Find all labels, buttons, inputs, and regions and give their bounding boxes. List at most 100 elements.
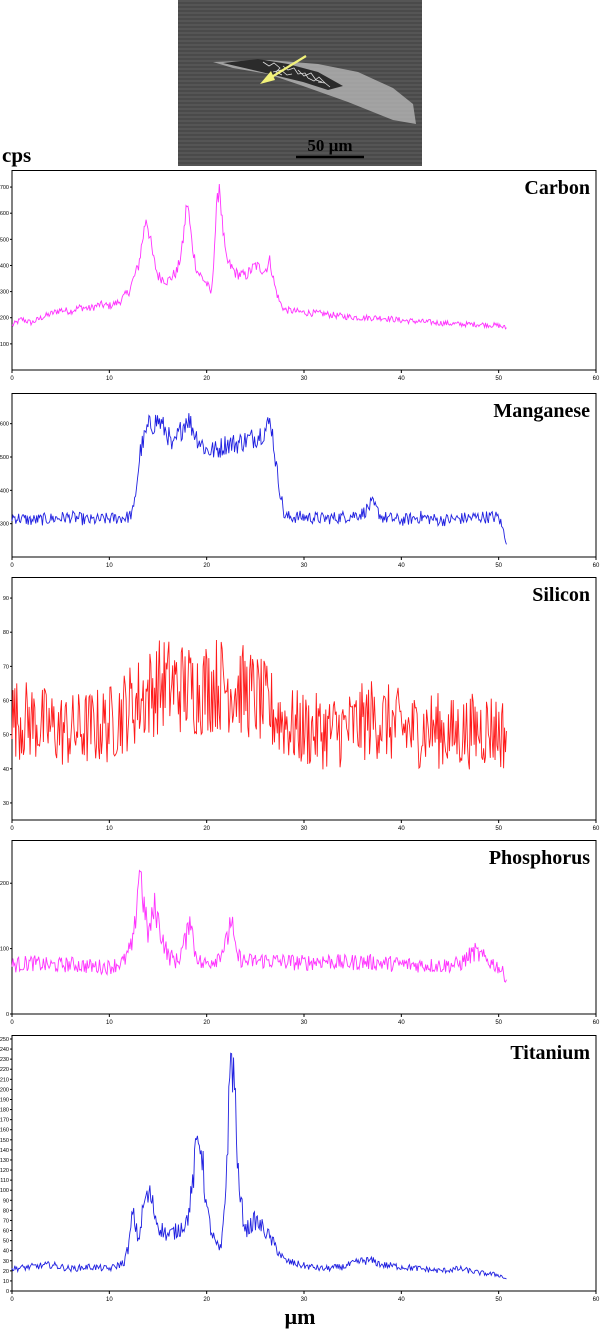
silicon-y-tick-label: 60 (3, 699, 9, 705)
phosphorus-x-tick-label: 40 (398, 1020, 405, 1026)
titanium-y-tick-label: 180 (0, 1108, 9, 1114)
silicon-x-tick-label: 10 (106, 826, 113, 832)
titanium-y-tick-label: 210 (0, 1077, 9, 1083)
silicon-x-tick-label: 30 (301, 826, 308, 832)
carbon-x-tick-label: 0 (10, 376, 14, 382)
carbon-x-tick-label: 50 (495, 376, 502, 382)
silicon-y-tick-label: 40 (3, 767, 9, 773)
titanium-y-tick-label: 50 (3, 1239, 9, 1245)
chart-carbon: 0 10 20 30 40 50 60 100 200 300 400 500 600 700 Carbon (0, 170, 600, 382)
phosphorus-y-tick-label: 100 (0, 947, 9, 953)
phosphorus-series-name: Phosphorus (489, 847, 590, 869)
scale-label: 50 µm (307, 136, 352, 155)
titanium-y-tick-label: 0 (6, 1289, 9, 1295)
chart-silicon: 0 10 20 30 40 50 60 30 40 50 60 70 80 90 Silicon (3, 577, 600, 832)
titanium-y-tick-label: 70 (3, 1218, 9, 1224)
carbon-x-tick-label: 20 (203, 376, 210, 382)
manganese-x-tick-label: 0 (10, 563, 14, 569)
manganese-y-tick-label: 600 (0, 422, 9, 428)
titanium-y-tick-label: 20 (3, 1269, 9, 1275)
carbon-y-tick-label: 200 (0, 316, 9, 322)
phosphorus-x-tick-label: 10 (106, 1020, 113, 1026)
carbon-x-tick-label: 60 (593, 376, 600, 382)
x-unit-label: µm (284, 1304, 316, 1329)
titanium-y-tick-label: 80 (3, 1208, 9, 1214)
titanium-x-tick-label: 40 (398, 1297, 405, 1303)
manganese-y-tick-label: 500 (0, 455, 9, 461)
titanium-x-tick-label: 60 (593, 1297, 600, 1303)
carbon-y-tick-label: 100 (0, 342, 9, 348)
silicon-y-tick-label: 50 (3, 733, 9, 739)
titanium-y-tick-label: 40 (3, 1249, 9, 1255)
titanium-plot-frame (11, 1035, 597, 1292)
chart-titanium: 0 10 20 30 40 50 60 0 10 20 30 40 50 60 70 80 90 100 110 12… (0, 1035, 600, 1303)
y-unit-label: cps (2, 143, 32, 167)
carbon-y-tick-label: 300 (0, 290, 9, 296)
manganese-x-tick-label: 50 (495, 563, 502, 569)
titanium-y-tick-label: 30 (3, 1259, 9, 1265)
carbon-x-tick-label: 30 (301, 376, 308, 382)
titanium-y-tick-label: 240 (0, 1047, 9, 1053)
titanium-y-tick-label: 140 (0, 1148, 9, 1154)
titanium-y-tick-label: 170 (0, 1118, 9, 1124)
silicon-plot-frame (11, 577, 597, 821)
titanium-x-tick-label: 30 (301, 1297, 308, 1303)
yellow-arrow-icon (260, 55, 307, 84)
titanium-y-tick-label: 160 (0, 1128, 9, 1134)
manganese-x-tick-label: 20 (203, 563, 210, 569)
carbon-y-tick-label: 600 (0, 211, 9, 217)
phosphorus-y-tick-label: 200 (0, 881, 9, 887)
titanium-y-tick-label: 230 (0, 1057, 9, 1063)
titanium-y-tick-label: 150 (0, 1138, 9, 1144)
manganese-y-tick-label: 400 (0, 488, 9, 494)
carbon-x-tick-label: 40 (398, 376, 405, 382)
carbon-series-name: Carbon (524, 177, 590, 199)
carbon-x-tick-label: 10 (106, 376, 113, 382)
silicon-y-tick-label: 70 (3, 664, 9, 670)
silicon-x-tick-label: 0 (10, 826, 14, 832)
manganese-x-tick-label: 60 (593, 563, 600, 569)
manganese-series-line (11, 413, 507, 545)
carbon-y-tick-label: 500 (0, 237, 9, 243)
silicon-x-tick-label: 50 (495, 826, 502, 832)
titanium-y-tick-label: 130 (0, 1158, 9, 1164)
titanium-series-name: Titanium (510, 1042, 590, 1064)
silicon-x-tick-label: 60 (593, 826, 600, 832)
phosphorus-series-line (11, 869, 507, 983)
silicon-x-tick-label: 40 (398, 826, 405, 832)
titanium-y-tick-label: 200 (0, 1087, 9, 1093)
carbon-series-line (11, 184, 507, 330)
carbon-y-tick-label: 400 (0, 263, 9, 269)
titanium-series-line (11, 1052, 507, 1280)
titanium-y-tick-label: 60 (3, 1229, 9, 1235)
chart-manganese: 0 10 20 30 40 50 60 300 400 500 600 Manganese (0, 393, 600, 569)
phosphorus-x-tick-label: 30 (301, 1020, 308, 1026)
phosphorus-x-tick-label: 0 (10, 1020, 14, 1026)
chart-phosphorus: 0 10 20 30 40 50 60 0 100 200 Phosphorus (0, 840, 600, 1026)
titanium-y-tick-label: 190 (0, 1097, 9, 1103)
titanium-y-tick-label: 100 (0, 1188, 9, 1194)
sem-micrograph: 50 µm (178, 0, 422, 166)
phosphorus-y-tick-label: 0 (6, 1012, 9, 1018)
titanium-y-tick-label: 10 (3, 1279, 9, 1285)
silicon-series-line (11, 639, 507, 770)
titanium-x-tick-label: 20 (203, 1297, 210, 1303)
carbon-y-tick-label: 700 (0, 185, 9, 191)
manganese-x-tick-label: 40 (398, 563, 405, 569)
titanium-y-tick-label: 220 (0, 1067, 9, 1073)
silicon-series-name: Silicon (532, 584, 590, 606)
manganese-x-tick-label: 10 (106, 563, 113, 569)
silicon-y-tick-label: 90 (3, 596, 9, 602)
phosphorus-x-tick-label: 20 (203, 1020, 210, 1026)
silicon-x-tick-label: 20 (203, 826, 210, 832)
manganese-x-tick-label: 30 (301, 563, 308, 569)
phosphorus-x-tick-label: 60 (593, 1020, 600, 1026)
titanium-x-tick-label: 50 (495, 1297, 502, 1303)
titanium-y-tick-label: 90 (3, 1198, 9, 1204)
silicon-y-tick-label: 30 (3, 801, 9, 807)
titanium-y-tick-label: 110 (0, 1178, 9, 1184)
phosphorus-x-tick-label: 50 (495, 1020, 502, 1026)
titanium-y-tick-label: 250 (0, 1037, 9, 1043)
manganese-y-tick-label: 300 (0, 522, 9, 528)
titanium-y-tick-label: 120 (0, 1168, 9, 1174)
